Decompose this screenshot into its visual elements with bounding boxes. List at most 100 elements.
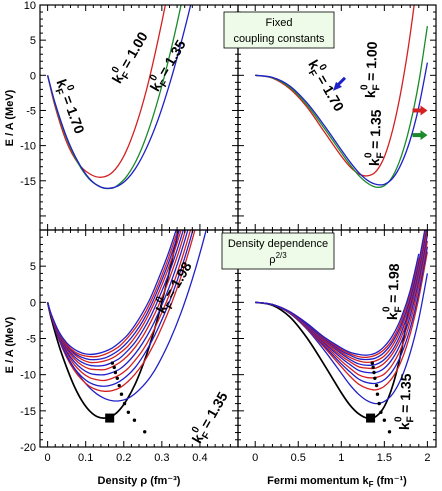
saturation-point-bottom-right-4 (374, 383, 379, 388)
curve-annotation-top-right-2: kF0 = 1.35 (363, 109, 388, 167)
series-line-bottom-left-10-red (46, 230, 179, 358)
info-box-line1: Fixed (266, 17, 293, 29)
series-line-bottom-left-8-red (46, 230, 182, 364)
x-tick-label: 0.4 (192, 452, 207, 464)
series-line-top-right-1-green (255, 25, 429, 189)
saturation-point-bottom-right-7 (379, 410, 383, 414)
svg-text:kF0 = 1.35: kF0 = 1.35 (393, 373, 418, 431)
y-tick-label: -5 (26, 105, 36, 117)
saturation-point-bottom-left-4 (117, 383, 121, 388)
saturation-point-bottom-left-3 (115, 376, 119, 380)
curve-annotation-bottom-left-1: kF0 = 1.35 (186, 387, 234, 448)
info-box-line1: Density dependence (228, 238, 328, 250)
saturation-point-bottom-left-9 (143, 430, 147, 434)
y-axis-label-bottom: E / A (MeV) (4, 316, 16, 373)
y-tick-label: -10 (20, 370, 36, 382)
series-line-bottom-left-2-red (46, 230, 196, 392)
series-line-top-right-0-red (255, 5, 415, 177)
svg-text:kF0 = 1.35: kF0 = 1.35 (144, 35, 192, 96)
x-tick-label: 0.3 (154, 452, 169, 464)
curve-annotation-top-right-1: kF0 = 1.00 (359, 41, 384, 99)
svg-text:kF0 = 1.00: kF0 = 1.00 (106, 27, 154, 88)
empirical-saturation-marker-bottom-right (366, 413, 376, 423)
series-group-top-left (46, 5, 192, 190)
series-line-bottom-left-6-red (46, 230, 187, 371)
svg-text:kF0 = 1.98: kF0 = 1.98 (381, 263, 406, 321)
marker-layer (105, 361, 392, 434)
y-tick-label: 5 (30, 261, 36, 273)
saturation-point-bottom-right-6 (377, 401, 381, 406)
saturation-point-bottom-left-0 (110, 361, 115, 365)
saturation-point-bottom-left-5 (119, 392, 124, 396)
saturation-point-bottom-right-2 (372, 370, 376, 375)
saturation-point-bottom-right-8 (382, 418, 387, 422)
svg-text:Density ρ (fm⁻³): Density ρ (fm⁻³) (98, 475, 181, 487)
empirical-saturation-marker-bottom-left (105, 413, 115, 423)
x-tick-label: 1.5 (377, 452, 392, 464)
saturation-point-bottom-left-7 (126, 410, 131, 414)
saturation-point-bottom-left-6 (122, 401, 127, 406)
y-tick-label: -20 (20, 442, 36, 454)
y-tick-label: -15 (20, 176, 36, 188)
info-box-top-right: Fixed coupling constants (223, 11, 335, 49)
arrow-green-top-right (412, 130, 428, 141)
series-line-bottom-left-11-blue (46, 230, 177, 356)
y-tick-label: 5 (30, 35, 36, 47)
series-line-bottom-right-0-black (255, 299, 412, 420)
saturation-point-bottom-right-9 (387, 430, 392, 434)
series-line-bottom-left-7-blue (46, 230, 184, 367)
tick-layer: -15 -10 -5 0 5 10 -20 -15 -10 -5 0 5 0 0.1 0.2 0.3 0.4 0 0… (20, 0, 437, 464)
series-group-top-right (255, 5, 429, 189)
x-tick-label: 0 (45, 452, 51, 464)
series-layer (46, 5, 429, 420)
saturation-point-bottom-right-1 (371, 365, 375, 370)
y-tick-label: 10 (24, 0, 36, 12)
saturation-point-bottom-right-3 (373, 376, 377, 380)
series-line-top-right-2-blue (255, 62, 429, 186)
series-line-bottom-left-9-blue (46, 230, 181, 361)
curve-annotation-bottom-right-1: kF0 = 1.35 (393, 373, 418, 431)
series-line-bottom-left-4-red (46, 230, 192, 382)
svg-text:kF0 = 1.35: kF0 = 1.35 (363, 109, 388, 167)
saturation-point-bottom-right-5 (375, 392, 380, 396)
series-line-bottom-left-3-blue (46, 230, 194, 387)
svg-text:kF0 = 1.35: kF0 = 1.35 (186, 387, 234, 448)
saturation-point-bottom-left-8 (132, 418, 137, 422)
saturation-point-bottom-left-1 (112, 365, 116, 370)
svg-text:Fermi momentum kF (fm⁻¹): Fermi momentum kF (fm⁻¹) (267, 475, 407, 489)
info-box-frame (221, 232, 335, 270)
series-line-bottom-right-11-blue (255, 253, 420, 356)
svg-text:kF0 = 1.00: kF0 = 1.00 (359, 41, 384, 99)
y-tick-label: -5 (26, 334, 36, 346)
y-axis-label-top: E / A (MeV) (4, 89, 16, 146)
arrow-blue-top-right (333, 76, 347, 91)
series-line-bottom-left-5-blue (46, 230, 189, 376)
series-group-bottom-left (46, 230, 207, 419)
series-line-bottom-left-1-blue (46, 230, 207, 402)
y-tick-label: 0 (30, 70, 36, 82)
info-box-frame (223, 11, 335, 49)
x-tick-label: 0.1 (78, 452, 93, 464)
curve-annotation-bottom-right-0: kF0 = 1.98 (381, 263, 406, 321)
series-line-top-left-0-red (46, 5, 167, 178)
y-tick-label: -10 (20, 141, 36, 153)
x-tick-label: 1 (338, 452, 344, 464)
y-tick-label: 0 (30, 297, 36, 309)
y-tick-label: -15 (20, 406, 36, 418)
saturation-point-bottom-right-0 (370, 361, 374, 365)
x-tick-label: 0 (252, 452, 258, 464)
curve-annotation-top-left-1: kF0 = 1.00 (106, 27, 154, 88)
x-axis-label-left: Density ρ (fm⁻³) (98, 475, 181, 487)
x-tick-label: 2 (424, 452, 430, 464)
curve-annotation-top-left-2: kF0 = 1.35 (144, 35, 192, 96)
saturation-point-bottom-left-2 (113, 370, 118, 375)
x-axis-label-right: Fermi momentum kF (fm⁻¹) (267, 475, 407, 489)
x-tick-label: 0.2 (116, 452, 131, 464)
arrow-red-top-right (412, 105, 428, 116)
info-box-line2: ρ2/3 (269, 251, 287, 266)
x-tick-label: 0.5 (291, 452, 306, 464)
info-box-line2: coupling constants (233, 33, 325, 45)
series-line-top-left-2-blue (46, 5, 192, 189)
